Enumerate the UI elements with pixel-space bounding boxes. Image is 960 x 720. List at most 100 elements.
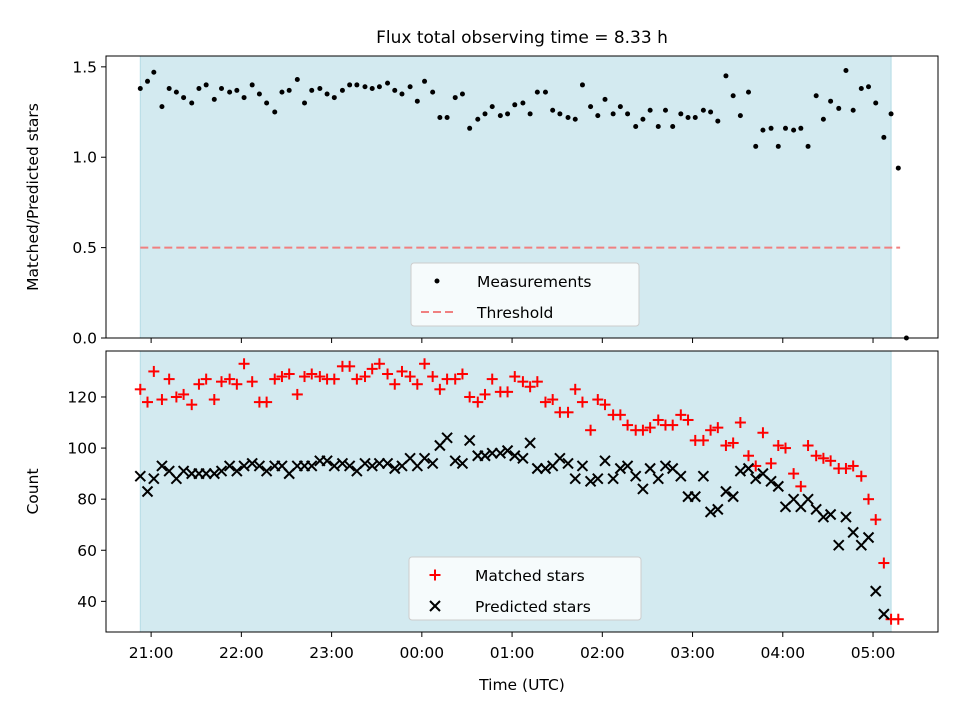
measurement-point — [385, 80, 391, 86]
measurement-point — [858, 86, 864, 92]
predicted-point — [621, 460, 634, 472]
measurement-point — [775, 143, 781, 149]
predicted-point — [607, 473, 619, 485]
y-tick-label: 0.5 — [72, 239, 97, 257]
marker-stroke — [148, 473, 160, 485]
measurement-point — [302, 100, 308, 106]
marker-stroke — [712, 503, 724, 516]
matched-point — [531, 376, 543, 388]
matched-point — [299, 371, 311, 383]
marker-stroke — [381, 457, 394, 470]
top-axes-frame — [105, 55, 939, 339]
matched-point — [216, 376, 228, 388]
measurement-point — [730, 93, 736, 99]
matched-point — [779, 442, 791, 454]
measurement-point — [715, 118, 721, 124]
legend-label: Matched stars — [475, 567, 585, 585]
measurement-point — [331, 95, 337, 101]
matched-point — [576, 396, 588, 408]
marker-stroke — [666, 462, 679, 475]
measurement-point — [813, 93, 819, 99]
marker-stroke — [141, 485, 154, 498]
matched-point — [246, 376, 258, 388]
marker-stroke — [862, 531, 875, 544]
predicted-point — [750, 473, 762, 485]
predicted-point — [637, 483, 649, 495]
y-tick-label: 1.5 — [72, 58, 97, 76]
marker-stroke — [426, 457, 439, 470]
predicted-point — [772, 480, 784, 493]
measurements-series — [137, 67, 909, 341]
matched-point — [134, 383, 146, 395]
measurement-point — [376, 84, 382, 90]
measurement-point — [430, 89, 436, 95]
marker-stroke — [177, 465, 190, 477]
matched-point — [547, 394, 559, 406]
predicted-point — [562, 457, 574, 470]
measurement-point — [512, 102, 518, 108]
marker-stroke — [223, 460, 236, 472]
marker-stroke — [524, 437, 536, 449]
predicted-point — [343, 460, 356, 472]
marker-stroke — [531, 462, 544, 475]
measurement-point — [317, 86, 323, 92]
marker-stroke — [840, 511, 852, 523]
measurement-point — [505, 111, 511, 117]
bottom-axes-frame — [105, 350, 939, 633]
predicted-point — [238, 460, 250, 472]
predicted-point — [449, 455, 461, 467]
measurement-point — [820, 116, 826, 122]
y-tick-label: 1.0 — [72, 149, 97, 167]
matched-point — [389, 378, 401, 390]
legend-label: Measurements — [477, 273, 592, 291]
predicted-point — [824, 508, 837, 521]
matched-point — [802, 440, 814, 452]
measurement-point — [572, 116, 578, 122]
matched-point — [870, 514, 882, 526]
marker-stroke — [441, 432, 453, 444]
predicted-point — [720, 485, 732, 498]
matched-point — [224, 373, 236, 385]
matched-point — [351, 373, 363, 385]
predicted-point — [704, 506, 717, 518]
measurement-point — [866, 84, 872, 90]
measurement-point — [189, 100, 195, 106]
matched-point — [727, 437, 739, 449]
predicted-point — [659, 460, 672, 472]
top-y-axis-label: Matched/Predicted stars — [24, 103, 42, 291]
measurement-point — [565, 114, 571, 120]
matched-point — [419, 358, 431, 370]
matched-point — [464, 391, 476, 403]
predicted-point — [321, 455, 333, 467]
matched-point — [178, 388, 190, 400]
matched-point — [142, 396, 154, 408]
predicted-point — [381, 457, 394, 470]
marker-stroke — [562, 457, 574, 470]
marker-stroke — [494, 447, 507, 459]
predicted-point — [870, 585, 882, 597]
matched-point — [667, 419, 679, 431]
measurement-point — [791, 127, 797, 133]
x-tick-label: 02:00 — [580, 644, 625, 662]
x-tick-label: 04:00 — [760, 644, 805, 662]
marker-stroke — [276, 460, 288, 472]
marker-stroke — [833, 539, 845, 551]
predicted-point — [734, 465, 747, 477]
measurement-point — [550, 107, 556, 113]
predicted-point — [652, 473, 664, 485]
predicted-point — [712, 503, 724, 516]
measurement-point — [640, 116, 646, 122]
predicted-point — [878, 608, 890, 620]
measurement-point — [489, 104, 495, 110]
matched-point — [314, 371, 326, 383]
measurement-point — [700, 107, 706, 113]
predicted-point — [141, 485, 154, 498]
predicted-point — [494, 447, 507, 459]
measurement-point — [241, 95, 247, 101]
marker-stroke — [343, 460, 356, 472]
predicted-point — [531, 462, 544, 475]
matched-point — [705, 424, 717, 436]
measurement-point — [475, 116, 481, 122]
marker-stroke — [463, 434, 476, 447]
marker-stroke — [479, 450, 491, 462]
